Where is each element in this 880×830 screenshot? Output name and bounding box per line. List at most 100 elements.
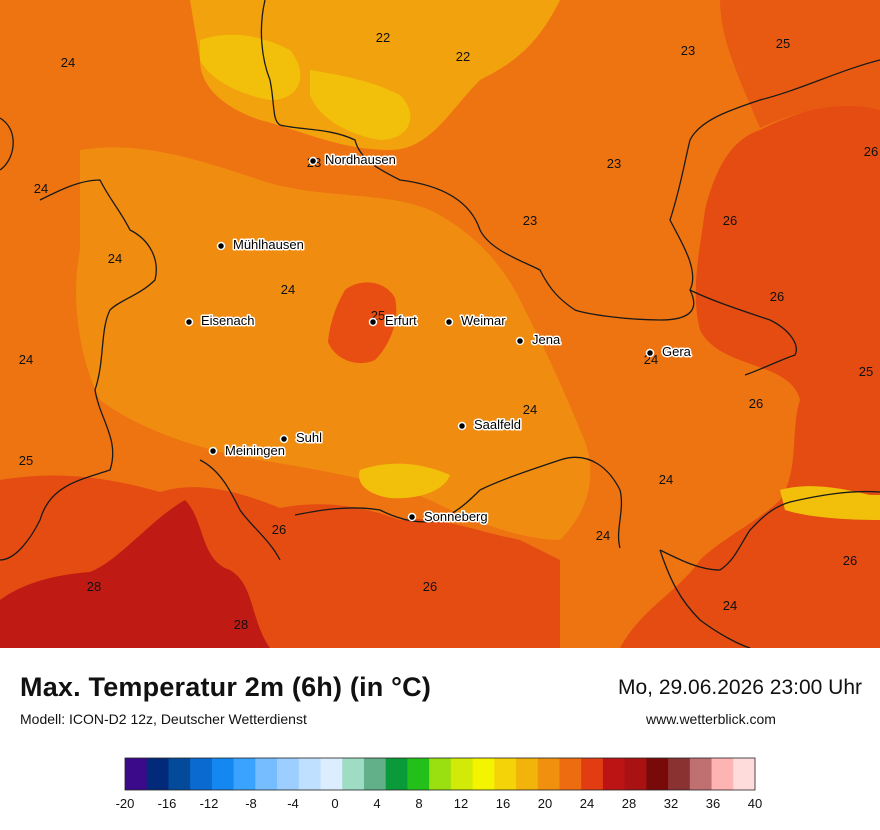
temperature-map: 22 22 23 25 24 23 26 24 23 26 24 24 26 2… <box>0 0 880 648</box>
legend-swatch <box>646 758 669 790</box>
temp-value: 24 <box>34 181 48 196</box>
legend-swatch <box>450 758 474 790</box>
temp-value: 26 <box>843 553 857 568</box>
temp-value: 26 <box>770 289 784 304</box>
legend-tick-label: 8 <box>415 796 422 811</box>
temp-value: 22 <box>376 30 390 45</box>
legend-swatch <box>168 758 191 790</box>
footer <box>0 648 880 830</box>
legend-swatch <box>516 758 539 790</box>
city-dot <box>457 421 467 431</box>
legend-tick-label: 32 <box>664 796 678 811</box>
city-dot <box>208 446 218 456</box>
legend-tick-label: 36 <box>706 796 720 811</box>
temperature-zone-28-south <box>0 500 270 648</box>
map-title: Max. Temperatur 2m (6h) (in °C) <box>20 672 432 702</box>
legend-tick-label: 16 <box>496 796 510 811</box>
legend-tick-label: -20 <box>116 796 135 811</box>
city-dot <box>515 336 525 346</box>
city-nordhausen[interactable]: Nordhausen <box>308 151 397 169</box>
city-dot <box>184 317 194 327</box>
legend-border <box>124 757 756 791</box>
city-jena[interactable]: Jena <box>515 331 562 349</box>
legend-swatch <box>342 758 365 790</box>
city-label: Nordhausen <box>325 152 396 167</box>
temp-value: 24 <box>61 55 75 70</box>
legend-tick-label: 24 <box>580 796 594 811</box>
city-dot <box>308 156 318 166</box>
legend-swatch <box>733 758 756 790</box>
city-markers: Nordhausen Mühlhausen Eisenach Erfurt We… <box>184 151 693 526</box>
legend-swatch <box>429 758 452 790</box>
legend-tick-label: -16 <box>158 796 177 811</box>
temp-value: 26 <box>864 144 878 159</box>
temp-value: 24 <box>659 472 673 487</box>
legend-tick-label: 20 <box>538 796 552 811</box>
city-label: Erfurt <box>385 313 417 328</box>
legend-tick-label: 28 <box>622 796 636 811</box>
city-muehlhausen[interactable]: Mühlhausen <box>216 236 305 254</box>
city-dot <box>444 317 454 327</box>
legend-tick-label: -8 <box>245 796 257 811</box>
city-saalfeld[interactable]: Saalfeld <box>457 416 522 434</box>
legend-swatch <box>559 758 582 790</box>
city-label: Meiningen <box>225 443 285 458</box>
temp-value: 23 <box>523 213 537 228</box>
temp-value: 26 <box>723 213 737 228</box>
city-sonneberg[interactable]: Sonneberg <box>407 508 489 526</box>
city-dot <box>645 348 655 358</box>
legend-tick-label: -12 <box>200 796 219 811</box>
website-link[interactable]: www.wetterblick.com <box>646 711 776 727</box>
temp-value: 24 <box>281 282 295 297</box>
temp-value: 22 <box>456 49 470 64</box>
legend-tick-label: -4 <box>287 796 299 811</box>
temp-value: 28 <box>234 617 248 632</box>
legend-swatch <box>407 758 430 790</box>
city-suhl[interactable]: Suhl <box>279 429 324 447</box>
legend-swatches <box>124 757 756 791</box>
temp-value: 26 <box>272 522 286 537</box>
legend-swatch <box>298 758 322 790</box>
legend-swatch <box>711 758 734 790</box>
legend-swatch <box>537 758 560 790</box>
temp-value: 24 <box>108 251 122 266</box>
temp-value: 25 <box>19 453 33 468</box>
legend-swatch <box>668 758 691 790</box>
legend-swatch <box>581 758 604 790</box>
legend-swatch <box>689 758 713 790</box>
legend-tick-label: 4 <box>373 796 380 811</box>
city-label: Weimar <box>461 313 506 328</box>
temperature-zone-22-north <box>190 0 560 150</box>
temp-value: 24 <box>723 598 737 613</box>
legend-swatch <box>363 758 387 790</box>
temp-value: 24 <box>596 528 610 543</box>
city-meiningen[interactable]: Meiningen <box>208 442 287 460</box>
city-label: Gera <box>662 344 692 359</box>
temperature-zone-20-southwest <box>359 463 880 520</box>
legend-swatch <box>602 758 626 790</box>
legend-swatch <box>277 758 300 790</box>
city-dot <box>407 512 417 522</box>
legend-swatch <box>146 758 169 790</box>
temp-value: 26 <box>749 396 763 411</box>
temp-value: 25 <box>859 364 873 379</box>
city-label: Mühlhausen <box>233 237 304 252</box>
city-eisenach[interactable]: Eisenach <box>184 312 256 330</box>
legend-ticks: -20 -16 -12 -8 -4 0 4 8 12 16 20 24 28 32 36 40 <box>116 796 763 811</box>
forecast-datetime: Mo, 29.06.2026 23:00 Uhr <box>617 676 862 699</box>
legend-swatch <box>255 758 278 790</box>
legend-swatch <box>385 758 408 790</box>
legend-swatch <box>320 758 343 790</box>
city-erfurt[interactable]: Erfurt <box>368 312 419 330</box>
temperature-zone-25-erfurt <box>328 282 397 364</box>
temperature-zone-20-north <box>200 34 411 140</box>
model-source: Modell: ICON-D2 12z, Deutscher Wetterdie… <box>20 711 307 727</box>
city-dot <box>368 317 378 327</box>
temp-value: 24 <box>19 352 33 367</box>
city-dot <box>216 241 226 251</box>
legend-tick-label: 12 <box>454 796 468 811</box>
city-weimar[interactable]: Weimar <box>444 312 508 330</box>
city-dot <box>279 434 289 444</box>
city-gera[interactable]: Gera <box>645 343 693 361</box>
city-label: Jena <box>532 332 561 347</box>
